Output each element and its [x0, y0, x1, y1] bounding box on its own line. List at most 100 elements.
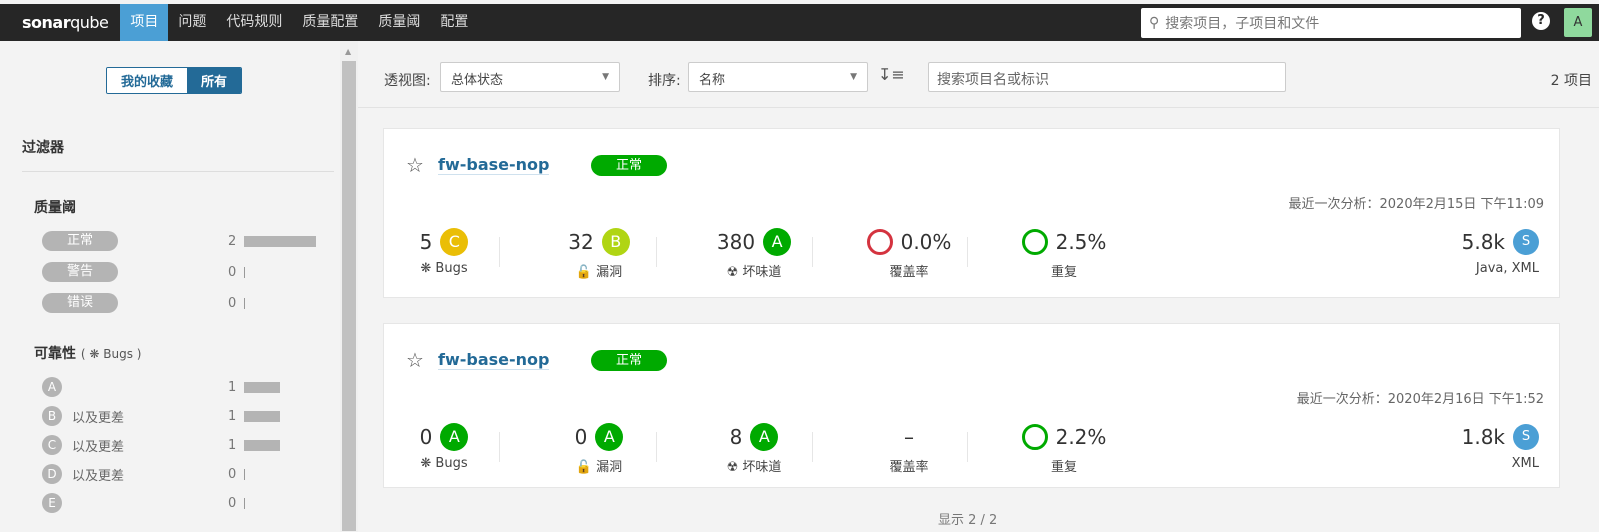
nav-issues[interactable]: 问题 [178, 14, 207, 30]
metric-code-smells[interactable]: 8 A ☢ 坏味道 [726, 423, 782, 475]
sidebar-scrollbar[interactable]: ▲ [340, 41, 358, 532]
filters-title: 过滤器 [22, 140, 64, 156]
rating-badge: A [440, 423, 469, 451]
rating-badge: D [42, 464, 62, 484]
nav-quality-gates[interactable]: 质量阈 [378, 14, 421, 30]
duplication-ring-icon [1021, 424, 1048, 450]
nav-administration[interactable]: 配置 [440, 14, 469, 30]
filter-bar [244, 236, 316, 247]
toolbar: 透视图: 总体状态 ▼ 排序: 名称 ▼ ↧≡ 搜索项目名或标识 2 项目 [358, 41, 1599, 108]
rating-badge: C [42, 435, 62, 455]
nav-quality-profiles[interactable]: 质量配置 [302, 14, 359, 30]
filter-count: 1 [228, 437, 237, 453]
toggle-all[interactable]: 所有 [187, 68, 242, 93]
code-smells-value: 380 [716, 230, 756, 254]
nav-projects[interactable]: 项目 [120, 4, 169, 41]
avatar[interactable]: A [1564, 8, 1592, 37]
project-card: ☆ fw-base-nop 正常 最近一次分析：2020年2月16日 下午1:5… [383, 323, 1560, 488]
divider [812, 237, 813, 267]
divider [22, 171, 334, 172]
favorite-star-icon[interactable]: ☆ [406, 153, 424, 177]
view-select[interactable]: 总体状态 ▼ [440, 62, 620, 92]
divider [967, 237, 968, 267]
help-icon[interactable]: ? [1532, 12, 1550, 30]
vulnerabilities-value: 32 [568, 230, 594, 254]
last-analysis-date: 最近一次分析：2020年2月16日 下午1:52 [1296, 392, 1544, 407]
nav-rules[interactable]: 代码规则 [226, 14, 283, 30]
metric-vulnerabilities[interactable]: 32 B 🔓 漏洞 [519, 227, 679, 280]
bugs-value: 5 [419, 230, 433, 254]
rating-badge: A [595, 423, 624, 451]
filter-count: 2 [228, 233, 237, 249]
filter-reliability-item[interactable]: C 以及更差 1 [42, 435, 322, 455]
scrollbar-thumb[interactable] [342, 61, 356, 531]
sonarqube-logo[interactable]: sonarqube [22, 13, 109, 32]
coverage-value: 0.0% [900, 230, 952, 254]
filter-quality-gate-item[interactable]: 错误 0 [42, 293, 322, 313]
metric-vulnerabilities[interactable]: 0 A 🔓 漏洞 [574, 423, 624, 475]
metric-bugs[interactable]: 0 A ❋ Bugs [419, 423, 469, 471]
metric-duplications[interactable]: 2.2% 重复 [984, 422, 1144, 475]
filter-count: 0 [228, 495, 237, 511]
duplications-value: 2.5% [1055, 230, 1107, 254]
project-name-link[interactable]: fw-base-nop [438, 350, 550, 370]
gate-status-pill: 正常 [42, 231, 118, 251]
caret-down-icon: ▼ [850, 72, 857, 82]
search-placeholder: 搜索项目，子项目和文件 [1165, 16, 1320, 32]
favorite-star-icon[interactable]: ☆ [406, 348, 424, 372]
filter-count: 0 [228, 295, 237, 311]
rating-badge: B [601, 228, 630, 256]
filter-count: 0 [228, 264, 237, 280]
reliability-filter-title: 可靠性 ( ❋ Bugs ) [34, 346, 142, 362]
filter-count: 1 [228, 379, 237, 395]
metric-duplications[interactable]: 2.5% 重复 [984, 227, 1144, 280]
divider [656, 237, 657, 267]
filter-label: 以及更差 [72, 468, 125, 484]
filter-bar [244, 382, 280, 393]
code-smells-value: 8 [729, 425, 743, 449]
sort-direction-icon[interactable]: ↧≡ [878, 65, 905, 84]
global-search-input[interactable]: ⚲ 搜索项目，子项目和文件 [1141, 8, 1521, 38]
project-name-link[interactable]: fw-base-nop [438, 155, 550, 175]
size-rating-badge: S [1513, 229, 1539, 255]
filter-bar [244, 469, 245, 480]
metric-size[interactable]: 1.8k S XML [1462, 422, 1539, 471]
favorites-toggle: 我的收藏 所有 [106, 67, 243, 94]
metric-code-smells[interactable]: 380 A ☢ 坏味道 [674, 227, 834, 280]
toggle-favorites[interactable]: 我的收藏 [107, 68, 188, 93]
bug-icon: ❋ [420, 456, 432, 471]
rating-badge: A [750, 423, 779, 451]
project-search-input[interactable]: 搜索项目名或标识 [928, 62, 1286, 92]
rating-badge: C [440, 228, 469, 256]
filter-label: 以及更差 [72, 410, 125, 426]
divider [967, 432, 968, 462]
bug-icon: ❋ [420, 261, 432, 276]
rating-badge: A [763, 228, 792, 256]
scroll-up-icon[interactable]: ▲ [345, 47, 352, 56]
metric-size[interactable]: 5.8k S Java, XML [1462, 227, 1539, 276]
main-content: 透视图: 总体状态 ▼ 排序: 名称 ▼ ↧≡ 搜索项目名或标识 2 项目 ☆ fw… [358, 41, 1599, 532]
project-card: ☆ fw-base-nop 正常 最近一次分析：2020年2月15日 下午11:… [383, 128, 1560, 298]
divider [499, 432, 500, 462]
sort-label: 排序: [648, 73, 681, 89]
filter-quality-gate-item[interactable]: 正常 2 [42, 231, 322, 251]
pagination-footer: 显示 2 / 2 [938, 513, 998, 528]
metric-bugs[interactable]: 5 C ❋ Bugs [419, 228, 469, 276]
gate-status-pill: 警告 [42, 262, 118, 282]
coverage-ring-icon [866, 229, 893, 255]
rating-badge: E [42, 493, 62, 513]
metric-coverage[interactable]: 0.0% 覆盖率 [829, 227, 989, 280]
divider [812, 432, 813, 462]
size-rating-badge: S [1513, 424, 1539, 450]
top-navbar: sonarqube 项目 问题 代码规则 质量配置 质量阈 配置 ⚲ 搜索项目，子… [0, 4, 1599, 41]
filter-reliability-item[interactable]: B 以及更差 1 [42, 406, 322, 426]
sort-select[interactable]: 名称 ▼ [688, 62, 868, 92]
rating-badge: A [42, 377, 62, 397]
metric-coverage[interactable]: – 覆盖率 [889, 425, 929, 475]
gate-status-pill: 错误 [42, 293, 118, 313]
filter-bar [244, 440, 280, 451]
filter-quality-gate-item[interactable]: 警告 0 [42, 262, 322, 282]
filter-reliability-item[interactable]: D 以及更差 0 [42, 464, 322, 484]
